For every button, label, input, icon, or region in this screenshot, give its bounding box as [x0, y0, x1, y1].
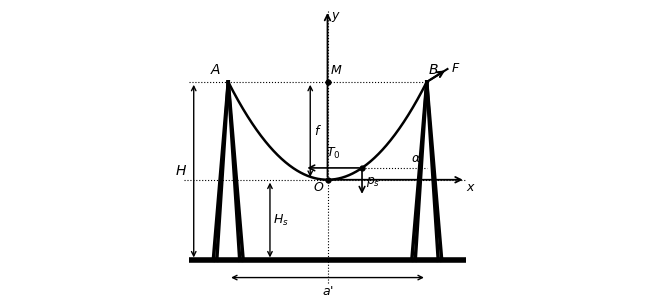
- Text: $\alpha$: $\alpha$: [411, 152, 421, 165]
- Text: $H_s$: $H_s$: [273, 212, 290, 228]
- Text: $y$: $y$: [331, 10, 341, 24]
- Text: $p_s$: $p_s$: [366, 175, 381, 189]
- Text: $A$: $A$: [210, 63, 221, 77]
- Text: $F$: $F$: [451, 62, 460, 76]
- Text: $T_0$: $T_0$: [326, 146, 341, 161]
- Text: $O$: $O$: [313, 181, 325, 194]
- Text: $B$: $B$: [428, 63, 439, 77]
- Text: $x$: $x$: [466, 181, 476, 194]
- Text: $M$: $M$: [330, 64, 343, 77]
- Text: $f$: $f$: [314, 124, 322, 138]
- Text: $H$: $H$: [176, 164, 187, 178]
- Text: $a$': $a$': [322, 285, 333, 298]
